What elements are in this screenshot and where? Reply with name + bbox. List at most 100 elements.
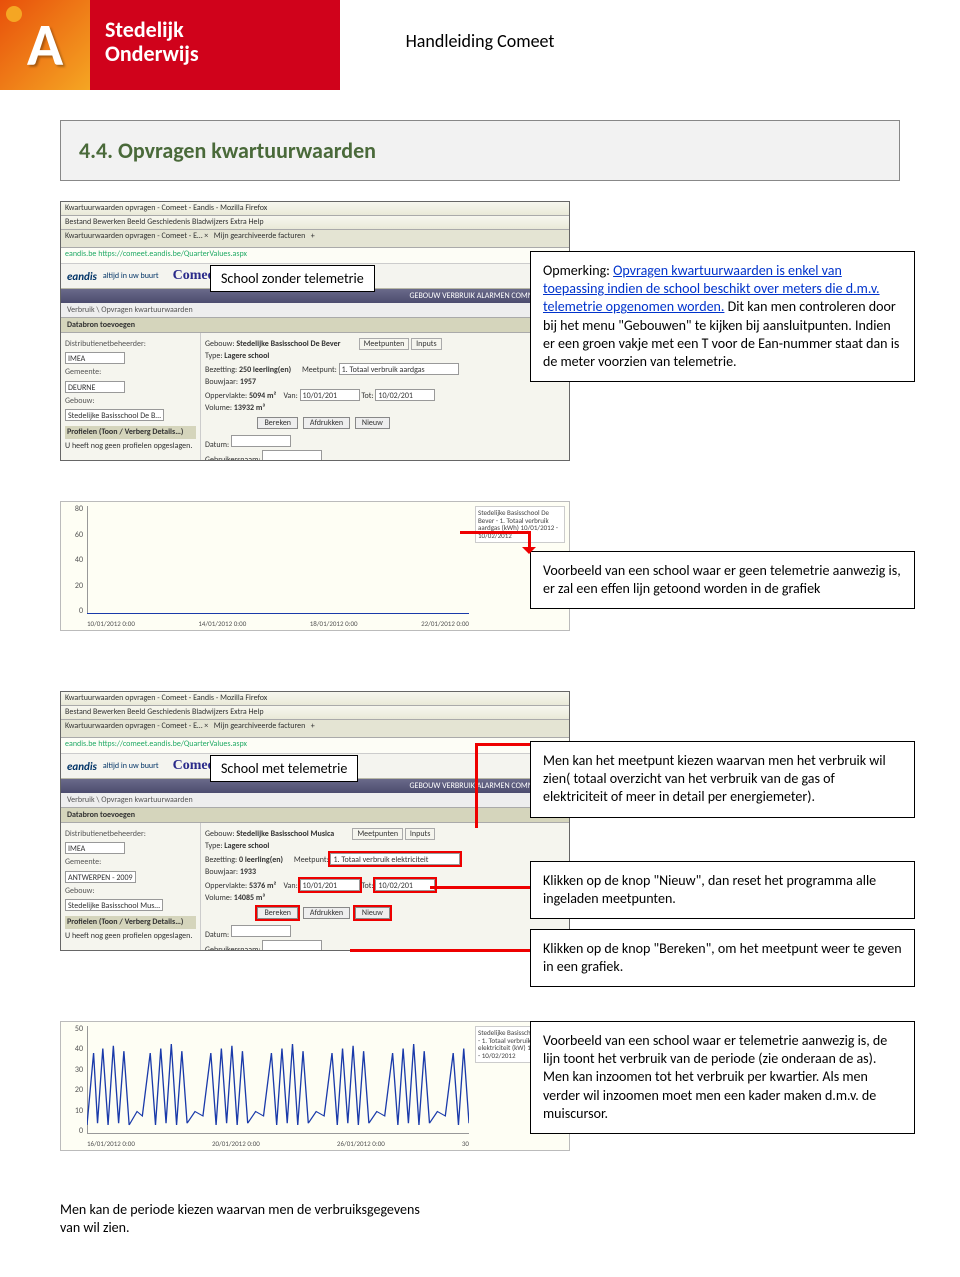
- bez-lbl: Bezetting:: [205, 365, 237, 375]
- plot2-xaxis: 16/01/2012 0:00 20/01/2012 0:00 26/01/20…: [87, 1139, 469, 1148]
- ytick: 60: [75, 530, 83, 540]
- bereken-button2[interactable]: Bereken: [257, 907, 298, 919]
- meetpunt-select2[interactable]: 1. Totaal verbruik elektriciteit: [330, 853, 460, 865]
- date-to[interactable]: 10/02/201: [375, 389, 435, 401]
- geb-label2: Gebouw:: [65, 886, 95, 896]
- opp-lbl: Oppervlakte:: [205, 391, 247, 401]
- afdrukken-button[interactable]: Afdrukken: [303, 417, 350, 429]
- datum-lbl: Datum:: [205, 440, 229, 450]
- ytick: 40: [75, 1044, 83, 1054]
- vol-lbl: Volume:: [205, 403, 232, 413]
- opp-val: 5094 m²: [249, 391, 276, 401]
- panel-title: Databron toevoegen: [61, 317, 569, 333]
- gebrn-input[interactable]: [262, 450, 322, 461]
- geb-select[interactable]: Stedelijke Basisschool De B…: [65, 409, 164, 421]
- mp-lbl: Meetpunt:: [302, 365, 337, 375]
- browser-tab-1[interactable]: Kwartuurwaarden opvragen - Comeet - E… ×: [65, 231, 208, 241]
- gem-select2[interactable]: ANTWERPEN - 2009: [65, 871, 136, 883]
- date-to2[interactable]: 10/02/201: [375, 879, 435, 891]
- plot-signal: 50 40 30 20 10 0 Stedelijke Basisschool …: [60, 1021, 570, 1151]
- gebrn-input2[interactable]: [262, 940, 322, 951]
- plot1-flatline: [87, 613, 469, 614]
- type-lbl2: Type:: [205, 841, 222, 851]
- callout-bereken: Klikken op de knop "Bereken", om het mee…: [530, 929, 915, 987]
- window-menubar2: Bestand Bewerken Beeld Geschiedenis Blad…: [61, 706, 569, 720]
- bj-lbl: Bouwjaar:: [205, 377, 238, 387]
- tab-meetpunten2[interactable]: Meetpunten: [352, 828, 403, 840]
- arrow-to-flat: [460, 531, 530, 534]
- type-val: Lagere school: [224, 351, 269, 361]
- tab-inputs[interactable]: Inputs: [411, 338, 441, 350]
- label-with-telemetry: School met telemetrie: [210, 755, 358, 782]
- geb-select2[interactable]: Stedelijke Basisschool Mus…: [65, 899, 163, 911]
- ytick: 80: [75, 504, 83, 514]
- gebrn-lbl2: Gebruikersnaam:: [205, 945, 261, 951]
- nieuw-button2[interactable]: Nieuw: [355, 907, 390, 919]
- datum-input2[interactable]: [231, 925, 291, 937]
- shot-body: Distributienetbeheerder: IMEA Gemeente: …: [61, 333, 569, 461]
- tab-meetpunten[interactable]: Meetpunten: [359, 338, 410, 350]
- profiles-header2[interactable]: Profielen (Toon / Verberg Details…): [65, 916, 196, 929]
- address-bar[interactable]: eandis.be https://comeet.eandis.be/Quart…: [61, 248, 569, 264]
- van-lbl: Van:: [283, 391, 297, 401]
- xtick: 26/01/2012 0:00: [337, 1139, 385, 1148]
- signal-path: [87, 1044, 469, 1125]
- vol-val2: 14085 m³: [234, 893, 265, 903]
- org-banner: A Stedelijk Onderwijs: [0, 0, 380, 110]
- browser-tab-2[interactable]: Mijn gearchiveerde facturen: [214, 231, 306, 241]
- browser-tab-2b[interactable]: Mijn gearchiveerde facturen: [214, 721, 306, 731]
- window-titlebar: Kwartuurwaarden opvragen - Comeet - Eand…: [61, 202, 569, 216]
- plot-flat: 80 60 40 20 0 Stedelijke Basisschool De …: [60, 501, 570, 631]
- ytick: 20: [75, 1085, 83, 1095]
- meetpunt-select[interactable]: 1. Totaal verbruik aardgas: [339, 363, 459, 375]
- arrow-nieuw: [430, 886, 530, 889]
- bez-lbl2: Bezetting:: [205, 855, 237, 865]
- callout-flat-example: Voorbeeld van een school waar er geen te…: [530, 551, 915, 609]
- section-heading: 4.4. Opvragen kwartuurwaarden: [60, 120, 900, 181]
- vol-lbl2: Volume:: [205, 893, 232, 903]
- plot1-xaxis: 10/01/2012 0:00 14/01/2012 0:00 18/01/20…: [87, 619, 469, 628]
- doc-title: Handleiding Comeet: [0, 30, 960, 52]
- mp-lbl2: Meetpunt:: [294, 855, 329, 865]
- xtick: 30: [462, 1139, 469, 1148]
- nieuw-button[interactable]: Nieuw: [355, 417, 390, 429]
- plot1-group: 80 60 40 20 0 Stedelijke Basisschool De …: [60, 501, 900, 661]
- gem-label2: Gemeente:: [65, 857, 101, 867]
- date-from2[interactable]: 10/01/201: [300, 879, 360, 891]
- browser-tab-1b[interactable]: Kwartuurwaarden opvragen - Comeet - E… ×: [65, 721, 208, 731]
- breadcrumb: Verbruik \ Opvragen kwartuurwaarden: [61, 303, 569, 317]
- dist-select2[interactable]: IMEA: [65, 842, 125, 854]
- dist-label2: Distributienetbeheerder:: [65, 829, 146, 839]
- address-bar2[interactable]: eandis.be https://comeet.eandis.be/Quart…: [61, 738, 569, 754]
- profiles-empty: U heeft nog geen profielen opgeslagen.: [65, 441, 196, 452]
- callout-signal-example: Voorbeeld van een school waar er telemet…: [530, 1021, 915, 1134]
- dist-label: Distributienetbeheerder:: [65, 339, 146, 349]
- screenshot-1: Kwartuurwaarden opvragen - Comeet - Eand…: [60, 201, 570, 461]
- profiles-header[interactable]: Profielen (Toon / Verberg Details…): [65, 426, 196, 439]
- window-titlebar2: Kwartuurwaarden opvragen - Comeet - Eand…: [61, 692, 569, 706]
- tab-plus-icon[interactable]: +: [311, 231, 315, 241]
- tab-plus-icon2[interactable]: +: [311, 721, 315, 731]
- callout-remark: Opmerking: Opvragen kwartuurwaarden is e…: [530, 251, 915, 382]
- afdrukken-button2[interactable]: Afdrukken: [303, 907, 350, 919]
- ytick: 50: [75, 1024, 83, 1034]
- eandis-logo: eandis: [67, 270, 97, 283]
- geb-label: Gebouw:: [65, 396, 95, 406]
- type-lbl: Type:: [205, 351, 222, 361]
- bj-val: 1957: [240, 377, 256, 387]
- document-page: A Stedelijk Onderwijs Handleiding Comeet…: [0, 0, 960, 1277]
- date-from[interactable]: 10/01/201: [300, 389, 360, 401]
- gebouw-lbl2: Gebouw:: [205, 829, 235, 839]
- xtick: 14/01/2012 0:00: [198, 619, 246, 628]
- screenshot-1-group: Kwartuurwaarden opvragen - Comeet - Eand…: [60, 201, 900, 501]
- filter-panel2: Distributienetbeheerder: IMEA Gemeente: …: [61, 823, 201, 951]
- dist-select[interactable]: IMEA: [65, 352, 125, 364]
- callout-nieuw: Klikken op de knop "Nieuw", dan reset he…: [530, 861, 915, 919]
- panel-title2: Databron toevoegen: [61, 807, 569, 823]
- ytick: 30: [75, 1065, 83, 1075]
- datum-input[interactable]: [231, 435, 291, 447]
- tab-inputs2[interactable]: Inputs: [405, 828, 435, 840]
- gem-select[interactable]: DEURNE: [65, 381, 125, 393]
- bereken-button[interactable]: Bereken: [257, 417, 298, 429]
- filter-panel: Distributienetbeheerder: IMEA Gemeente: …: [61, 333, 201, 461]
